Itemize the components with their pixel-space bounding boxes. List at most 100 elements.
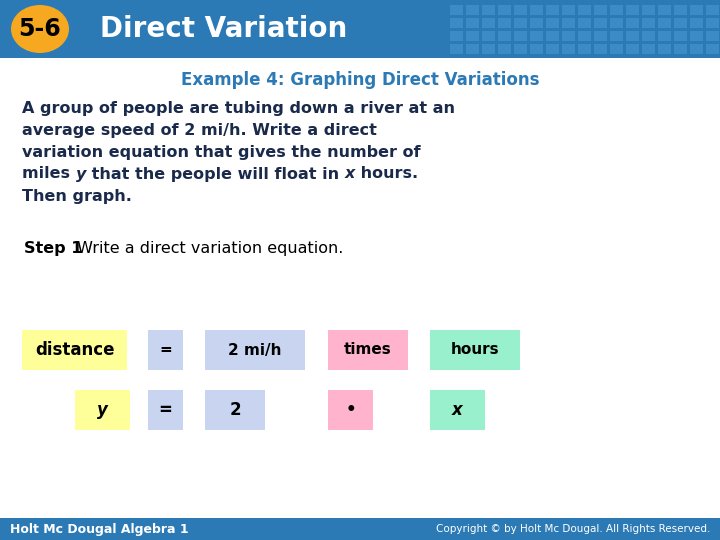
Bar: [466, 5, 479, 15]
Bar: [546, 31, 559, 41]
Bar: [642, 44, 655, 54]
Text: Step 1: Step 1: [24, 240, 82, 255]
Bar: [0, 518, 720, 540]
Bar: [482, 44, 495, 54]
Bar: [674, 44, 687, 54]
Bar: [706, 44, 719, 54]
Bar: [450, 44, 463, 54]
Bar: [658, 31, 671, 41]
Bar: [578, 44, 591, 54]
Bar: [658, 18, 671, 28]
Bar: [658, 44, 671, 54]
Bar: [578, 5, 591, 15]
Bar: [482, 5, 495, 15]
Bar: [514, 5, 527, 15]
Bar: [546, 18, 559, 28]
Ellipse shape: [11, 5, 69, 53]
Bar: [328, 390, 373, 430]
Text: average speed of 2 mi/h. Write a direct: average speed of 2 mi/h. Write a direct: [22, 123, 377, 138]
Bar: [148, 330, 183, 370]
Bar: [610, 44, 623, 54]
Text: 2: 2: [229, 401, 240, 419]
Bar: [498, 5, 511, 15]
Bar: [706, 31, 719, 41]
Text: times: times: [344, 342, 392, 357]
Bar: [674, 18, 687, 28]
Text: =: =: [159, 342, 172, 357]
Bar: [690, 44, 703, 54]
Bar: [546, 44, 559, 54]
Bar: [514, 31, 527, 41]
Text: 2 mi/h: 2 mi/h: [228, 342, 282, 357]
Bar: [22, 330, 127, 370]
Bar: [450, 18, 463, 28]
Bar: [562, 18, 575, 28]
Text: Holt Mc Dougal Algebra 1: Holt Mc Dougal Algebra 1: [10, 523, 189, 536]
Bar: [674, 31, 687, 41]
Text: hours: hours: [451, 342, 499, 357]
Bar: [530, 31, 543, 41]
Bar: [450, 31, 463, 41]
Bar: [610, 18, 623, 28]
Bar: [498, 44, 511, 54]
Bar: [0, 0, 720, 58]
Bar: [658, 5, 671, 15]
Bar: [626, 31, 639, 41]
Bar: [205, 390, 265, 430]
Text: Direct Variation: Direct Variation: [100, 15, 347, 43]
Bar: [430, 330, 520, 370]
Bar: [466, 18, 479, 28]
Bar: [450, 5, 463, 15]
Bar: [562, 5, 575, 15]
Bar: [562, 31, 575, 41]
Bar: [514, 18, 527, 28]
Bar: [594, 31, 607, 41]
Text: y: y: [97, 401, 108, 419]
Text: •: •: [345, 401, 356, 419]
Text: variation equation that gives the number of: variation equation that gives the number…: [22, 145, 420, 159]
Bar: [328, 330, 408, 370]
Bar: [498, 18, 511, 28]
Bar: [466, 31, 479, 41]
Bar: [466, 44, 479, 54]
Text: distance: distance: [35, 341, 114, 359]
Bar: [690, 18, 703, 28]
Text: Then graph.: Then graph.: [22, 188, 132, 204]
Text: x: x: [345, 166, 355, 181]
Text: Example 4: Graphing Direct Variations: Example 4: Graphing Direct Variations: [181, 71, 539, 89]
Bar: [706, 18, 719, 28]
Bar: [205, 330, 305, 370]
Text: 5-6: 5-6: [19, 17, 61, 41]
Bar: [530, 18, 543, 28]
Bar: [610, 31, 623, 41]
Bar: [148, 390, 183, 430]
Text: A group of people are tubing down a river at an: A group of people are tubing down a rive…: [22, 100, 455, 116]
Text: Copyright © by Holt Mc Dougal. All Rights Reserved.: Copyright © by Holt Mc Dougal. All Right…: [436, 524, 710, 534]
Bar: [75, 390, 130, 430]
Bar: [594, 5, 607, 15]
Bar: [514, 44, 527, 54]
Bar: [530, 5, 543, 15]
Text: miles: miles: [22, 166, 76, 181]
Bar: [626, 5, 639, 15]
Bar: [690, 5, 703, 15]
Bar: [594, 18, 607, 28]
Bar: [482, 18, 495, 28]
Text: y: y: [76, 166, 86, 181]
Bar: [482, 31, 495, 41]
Bar: [706, 5, 719, 15]
Bar: [674, 5, 687, 15]
Bar: [498, 31, 511, 41]
Bar: [642, 5, 655, 15]
Text: x: x: [452, 401, 463, 419]
Bar: [626, 44, 639, 54]
Bar: [430, 390, 485, 430]
Text: Write a direct variation equation.: Write a direct variation equation.: [72, 240, 343, 255]
Text: =: =: [158, 401, 172, 419]
Bar: [578, 31, 591, 41]
Text: hours.: hours.: [355, 166, 418, 181]
Bar: [626, 18, 639, 28]
Bar: [642, 18, 655, 28]
Bar: [610, 5, 623, 15]
Bar: [546, 5, 559, 15]
